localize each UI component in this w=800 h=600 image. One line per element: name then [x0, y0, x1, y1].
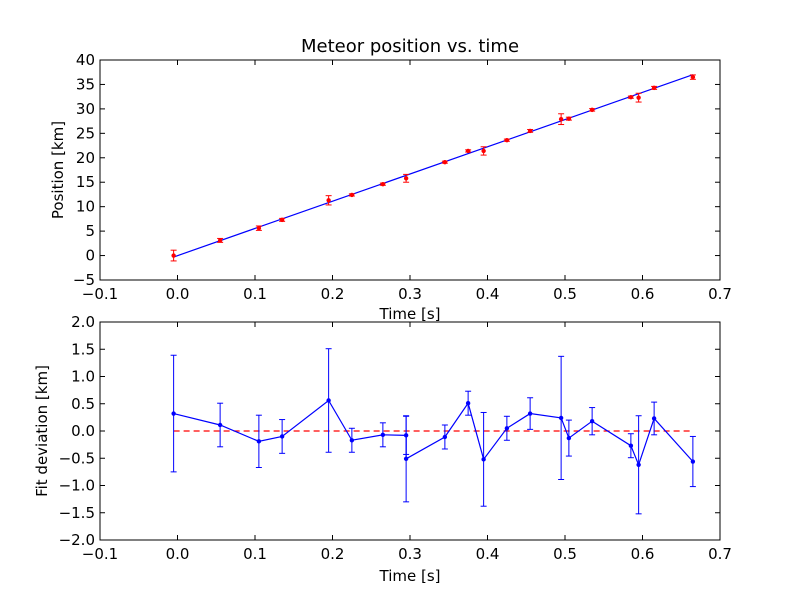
data-point	[589, 418, 595, 424]
position-x-tick-label: 0.5	[553, 285, 577, 303]
data-point	[527, 128, 533, 134]
position-y-axis-label: Position [km]	[49, 121, 67, 219]
data-point	[442, 434, 448, 440]
deviation-y-tick-label: 2.0	[71, 313, 95, 331]
deviation-y-tick-label: −1.0	[59, 477, 95, 495]
data-point	[690, 459, 696, 464]
data-point	[636, 95, 641, 100]
data-point	[349, 438, 355, 443]
data-point	[465, 401, 471, 406]
position-y-tick-label: 35	[76, 75, 95, 93]
data-point	[256, 225, 262, 231]
data-point	[481, 148, 486, 154]
deviation-x-tick-label: 0.7	[708, 545, 732, 563]
data-point	[636, 462, 641, 467]
data-point	[504, 426, 510, 431]
data-point	[403, 456, 409, 461]
position-chart-title: Meteor position vs. time	[301, 36, 519, 57]
position-y-tick-label: 25	[76, 124, 95, 142]
deviation-x-axis-label: Time [s]	[379, 567, 441, 585]
position-x-tick-label: −0.1	[82, 285, 118, 303]
data-point	[566, 116, 572, 121]
deviation-x-tick-label: −0.1	[82, 545, 118, 563]
data-point	[690, 74, 696, 80]
data-point	[256, 439, 262, 444]
data-point	[171, 253, 176, 258]
data-point	[651, 85, 657, 91]
data-point	[558, 415, 564, 421]
data-point	[442, 159, 448, 165]
position-y-tick-label: 30	[76, 100, 95, 118]
data-point	[403, 433, 409, 438]
deviation-x-tick-label: 0.3	[398, 545, 422, 563]
deviation-chart: −0.1 0.0 0.1 0.2 0.3 0.4 0.5 0.6 0.7 −2.0 −1.5 −1.0…	[33, 313, 732, 585]
data-point	[527, 411, 533, 416]
deviation-y-tick-label: −0.5	[59, 449, 95, 467]
position-x-tick-label: 0.1	[243, 285, 267, 303]
data-point	[380, 432, 386, 438]
data-point	[279, 217, 285, 223]
position-x-tick-label: 0.0	[166, 285, 190, 303]
position-x-tick-label: 0.7	[708, 285, 732, 303]
deviation-plot-area: −0.1 0.0 0.1 0.2 0.3 0.4 0.5 0.6 0.7 −2.0 −1.5 −1.0…	[59, 313, 732, 563]
deviation-y-axis-label: Fit deviation [km]	[33, 365, 51, 497]
position-x-tick-label: 0.6	[631, 285, 655, 303]
data-point	[504, 137, 510, 143]
deviation-y-tick-label: −1.5	[59, 504, 95, 522]
data-point	[558, 116, 564, 122]
deviation-y-tick-label: −2.0	[59, 531, 95, 549]
data-point	[380, 181, 386, 187]
deviation-y-tick-label: 0.5	[71, 395, 95, 413]
data-point	[481, 457, 486, 462]
deviation-x-tick-label: 0.1	[243, 545, 267, 563]
position-x-tick-label: 0.4	[476, 285, 500, 303]
deviation-y-tick-label: 1.5	[71, 340, 95, 358]
position-chart: Meteor position vs. time −0.1 0.0 0.1 0.2 0.…	[49, 36, 732, 323]
deviation-line	[173, 399, 694, 467]
position-y-tick-label: 40	[76, 51, 95, 69]
position-y-tick-label: 20	[76, 149, 95, 167]
position-x-tick-label: 0.2	[321, 285, 345, 303]
position-y-tick-label: 5	[85, 222, 95, 240]
data-point	[589, 107, 595, 113]
position-y-tick-label: −5	[73, 271, 95, 289]
position-x-axis-label: Time [s]	[379, 305, 441, 323]
deviation-axes-frame	[99, 321, 721, 541]
data-point	[403, 176, 409, 181]
data-point	[171, 411, 176, 416]
data-point	[326, 398, 331, 403]
deviation-x-tick-label: 0.6	[631, 545, 655, 563]
data-point	[628, 443, 634, 448]
data-point	[217, 422, 223, 428]
position-y-tick-label: 10	[76, 198, 95, 216]
data-point	[628, 94, 634, 100]
position-y-tick-label: 0	[85, 247, 95, 265]
deviation-x-tick-label: 0.5	[553, 545, 577, 563]
deviation-y-tick-label: 0.0	[71, 422, 95, 440]
data-point	[566, 435, 572, 441]
position-x-tick-label: 0.3	[398, 285, 422, 303]
fit-line	[173, 74, 694, 258]
position-axes-frame	[99, 59, 721, 281]
position-plot-area: −0.1 0.0 0.1 0.2 0.3 0.4 0.5 0.6 0.7 −5 0 5 10 15 20 25…	[73, 51, 732, 303]
data-point	[465, 148, 471, 154]
deviation-x-tick-label: 0.4	[476, 545, 500, 563]
deviation-y-tick-label: 1.0	[71, 368, 95, 386]
data-point	[279, 434, 285, 439]
data-point	[651, 416, 657, 421]
deviation-x-tick-label: 0.2	[321, 545, 345, 563]
position-y-tick-label: 15	[76, 173, 95, 191]
data-point	[217, 238, 223, 243]
data-point	[349, 192, 355, 198]
data-point	[326, 198, 331, 203]
deviation-x-tick-label: 0.0	[166, 545, 190, 563]
